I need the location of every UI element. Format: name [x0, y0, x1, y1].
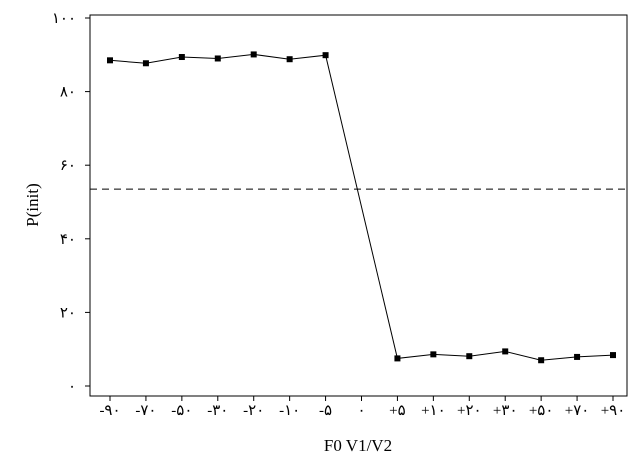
x-tick-label: +۵ — [389, 403, 406, 419]
x-tick-label: -۲۰ — [243, 403, 264, 419]
y-tick-label: ۶۰ — [60, 158, 76, 174]
plot-frame — [89, 14, 628, 397]
x-tick-label: +۲۰ — [457, 403, 482, 419]
series-line — [109, 53, 614, 361]
y-tick-label: ۱۰۰ — [52, 11, 76, 27]
x-tick-label: +۱۰ — [421, 403, 446, 419]
data-point — [430, 351, 437, 358]
x-tick-label: -۱۰ — [279, 403, 300, 419]
x-tick-label: +۳۰ — [493, 403, 518, 419]
data-point — [394, 355, 401, 362]
y-axis-title: P(init) — [23, 183, 42, 226]
y-tick-label: ۲۰ — [60, 305, 76, 321]
x-tick-label: -۷۰ — [135, 403, 156, 419]
data-point — [502, 348, 509, 355]
data-point — [610, 352, 616, 359]
x-tick-label: +۷۰ — [565, 403, 590, 419]
data-point — [142, 60, 149, 67]
data-point — [250, 51, 257, 58]
x-tick-label: ۰ — [357, 403, 365, 419]
x-tick-label: +۵۰ — [529, 403, 554, 419]
series-markers — [107, 51, 616, 364]
data-point — [322, 52, 329, 59]
x-tick-label: -۵ — [319, 403, 332, 419]
data-point — [178, 54, 185, 61]
x-axis-ticks: -۹۰ -۷۰ -۵۰ -۳۰ -۲۰ -۱۰ -۵ ۰ +۵ +۱۰ +۲۰ +۳۰ +۵۰ +۷۰ +۹… — [99, 396, 625, 419]
data-point — [286, 56, 293, 63]
y-tick-label: ۴۰ — [60, 232, 76, 248]
x-tick-label: +۹۰ — [601, 403, 626, 419]
data-point — [574, 353, 581, 360]
data-point — [107, 57, 113, 64]
y-tick-label: ۸۰ — [60, 85, 76, 101]
data-point — [214, 55, 221, 62]
data-point — [466, 353, 473, 360]
x-tick-label: -۹۰ — [99, 403, 120, 419]
data-point — [538, 357, 545, 364]
x-axis-title: F0 V1/V2 — [324, 436, 392, 455]
y-tick-label: ۰ — [68, 379, 76, 395]
x-tick-label: -۵۰ — [171, 403, 192, 419]
x-tick-label: -۳۰ — [207, 403, 228, 419]
y-axis-ticks: ۰ ۲۰ ۴۰ ۶۰ ۸۰ ۱۰۰ — [52, 11, 90, 395]
